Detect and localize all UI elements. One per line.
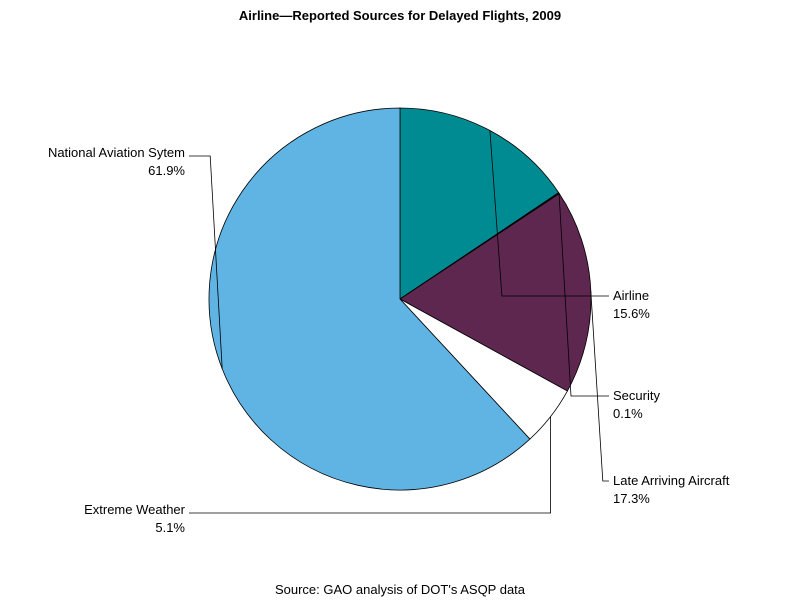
pie-slices — [208, 107, 592, 491]
pie-slice-value-label: 0.1% — [613, 406, 643, 421]
pie-callout-line — [189, 416, 551, 514]
pie-callouts: Airline 15.6% Security 0.1% Late Arriving Ai… — [48, 130, 730, 535]
pie-slice-value-label: 61.9% — [148, 163, 185, 178]
chart-title: Airline—Reported Sources for Delayed Fli… — [239, 8, 561, 23]
pie-callout-line — [189, 155, 223, 369]
pie-slice-label: Security — [613, 388, 660, 403]
pie-slice-label: Airline — [613, 288, 649, 303]
pie-callout-line — [558, 193, 609, 397]
chart-source: Source: GAO analysis of DOT's ASQP data — [275, 582, 526, 597]
pie-callout-line — [590, 291, 609, 482]
pie-slice-label: Late Arriving Aircraft — [613, 473, 730, 488]
pie-slice-value-label: 15.6% — [613, 306, 650, 321]
pie-slice-label: Extreme Weather — [84, 502, 186, 517]
pie-slice-value-label: 5.1% — [155, 520, 185, 535]
pie-slice-value-label: 17.3% — [613, 491, 650, 506]
pie-callout-line — [489, 130, 609, 297]
pie-slice-label: National Aviation Sytem — [48, 145, 185, 160]
